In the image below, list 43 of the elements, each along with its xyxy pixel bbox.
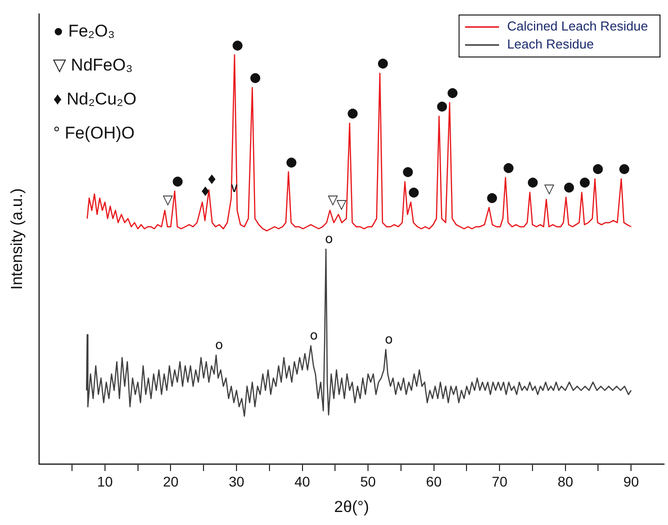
annotation: ● [346,106,358,122]
annotation: ♦ Nd₂Cu₂O [53,90,136,109]
annotation: o [310,328,318,344]
x-tick-label: 40 [294,473,310,490]
annotation: ● [502,160,514,176]
annotation: ▽ [336,197,346,212]
annotation: ● [172,174,184,190]
annotation: ● [436,99,448,114]
text: ● Fe₂O₃ [53,22,115,41]
x-tick-label: 60 [426,473,442,490]
x-tick-label: 20 [162,473,179,490]
legend-label: Leach Residue [507,36,594,52]
annotation: ● [402,164,414,180]
annotation: ▽ NdFeO₃ [53,56,133,75]
x-tick-label: 70 [492,473,508,490]
x-tick-label: 30 [228,473,244,490]
x-tick-label: 50 [360,473,376,490]
annotation: ● [527,175,539,190]
annotation: ● [486,190,498,206]
annotation: ● [232,38,244,53]
y-axis-title: Intensity (a.u.) [9,188,26,290]
annotation: ▽ [162,193,173,208]
annotation: ● [563,180,575,196]
annotation: o [215,338,224,354]
annotation: ● [377,56,389,72]
annotation: ▽ [544,182,554,198]
x-tick-label: 90 [623,473,640,490]
annotation: ● [446,86,458,101]
annotation: ● [579,175,590,190]
annotation: ♦ [206,172,218,188]
legend-label: Calcined Leach Residue [507,18,648,34]
x-tick-label: 10 [97,473,113,490]
x-axis-title: 2θ(°) [334,498,370,516]
x-tick-label: 80 [558,473,574,490]
annotation: ● [408,185,420,200]
annotation: ● [250,70,261,86]
annotation: ° Fe(OH)O [53,124,135,143]
annotation: ● [618,162,630,177]
annotation: ● [286,154,298,170]
annotation: o [384,332,393,348]
annotation: ● [592,162,604,177]
annotation: ▽ [328,193,338,208]
annotation: o [324,232,333,248]
